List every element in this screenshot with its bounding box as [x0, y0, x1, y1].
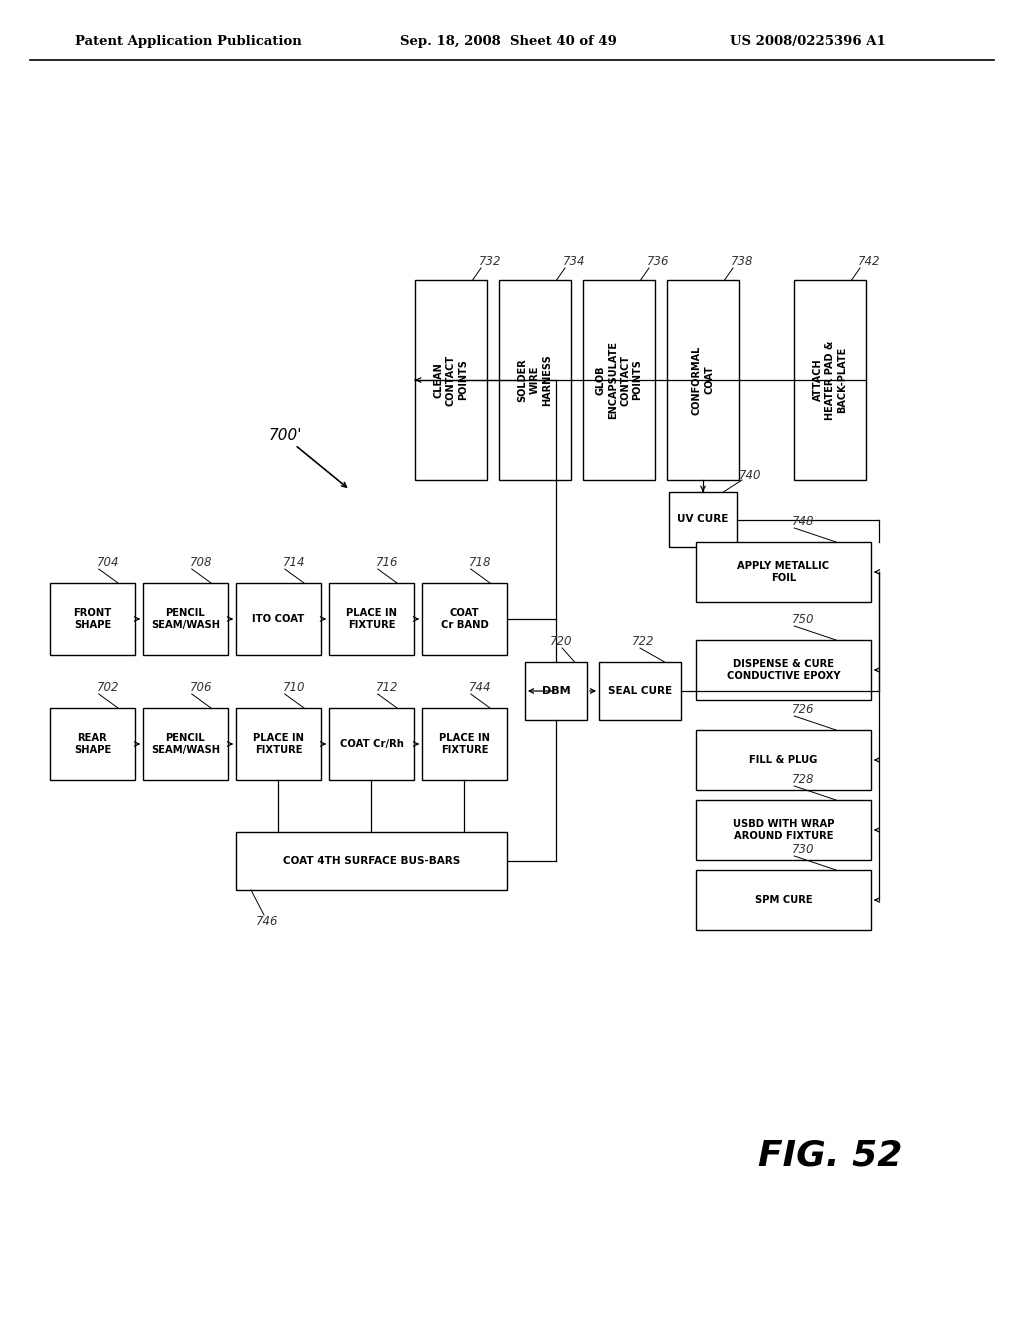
Bar [696, 800, 871, 861]
Text: DBM: DBM [542, 686, 570, 696]
Text: 736: 736 [647, 255, 670, 268]
Bar [143, 583, 228, 655]
Text: USBD WITH WRAP
AROUND FIXTURE: USBD WITH WRAP AROUND FIXTURE [733, 818, 835, 841]
Text: ITO COAT: ITO COAT [252, 614, 304, 624]
Text: 746: 746 [256, 915, 279, 928]
Bar [599, 663, 681, 719]
Text: 716: 716 [376, 556, 398, 569]
Bar [667, 280, 739, 480]
Text: DISPENSE & CURE
CONDUCTIVE EPOXY: DISPENSE & CURE CONDUCTIVE EPOXY [727, 659, 841, 681]
Text: SPM CURE: SPM CURE [755, 895, 812, 906]
Text: 704: 704 [96, 556, 119, 569]
Text: PLACE IN
FIXTURE: PLACE IN FIXTURE [253, 733, 304, 755]
Text: 730: 730 [793, 843, 815, 855]
Bar [422, 583, 507, 655]
Text: REAR
SHAPE: REAR SHAPE [74, 733, 112, 755]
Text: APPLY METALLIC
FOIL: APPLY METALLIC FOIL [737, 561, 829, 583]
Text: 732: 732 [479, 255, 502, 268]
Text: 710: 710 [283, 681, 305, 694]
Bar [696, 543, 871, 602]
Text: 720: 720 [550, 635, 572, 648]
Text: 712: 712 [376, 681, 398, 694]
Text: 734: 734 [563, 255, 586, 268]
Text: SOLDER
WIRE
HARNESS: SOLDER WIRE HARNESS [517, 354, 552, 405]
Text: 728: 728 [793, 774, 815, 785]
Text: PENCIL
SEAM/WASH: PENCIL SEAM/WASH [151, 733, 220, 755]
Text: 744: 744 [469, 681, 492, 694]
Text: 750: 750 [793, 612, 815, 626]
Text: 718: 718 [469, 556, 492, 569]
Text: CONFORMAL
COAT: CONFORMAL COAT [692, 346, 714, 414]
Bar [143, 708, 228, 780]
Text: FRONT
SHAPE: FRONT SHAPE [74, 607, 112, 630]
Bar [236, 708, 321, 780]
Text: PENCIL
SEAM/WASH: PENCIL SEAM/WASH [151, 607, 220, 630]
Text: UV CURE: UV CURE [677, 515, 729, 524]
Text: CLEAN
CONTACT
POINTS: CLEAN CONTACT POINTS [433, 355, 468, 405]
Bar [583, 280, 655, 480]
Text: 722: 722 [632, 635, 654, 648]
Text: 738: 738 [731, 255, 754, 268]
Text: FILL & PLUG: FILL & PLUG [750, 755, 818, 766]
Text: Sep. 18, 2008  Sheet 40 of 49: Sep. 18, 2008 Sheet 40 of 49 [400, 36, 616, 49]
Text: 706: 706 [189, 681, 212, 694]
Bar [415, 280, 487, 480]
Text: PLACE IN
FIXTURE: PLACE IN FIXTURE [439, 733, 490, 755]
Text: COAT
Cr BAND: COAT Cr BAND [440, 607, 488, 630]
Bar [236, 583, 321, 655]
Bar [696, 640, 871, 700]
Bar [696, 730, 871, 789]
Text: 742: 742 [858, 255, 881, 268]
Text: COAT Cr/Rh: COAT Cr/Rh [340, 739, 403, 748]
Text: 702: 702 [96, 681, 119, 694]
Bar [422, 708, 507, 780]
Text: 726: 726 [793, 704, 815, 715]
Text: ATTACH
HEATER PAD &
BACK-PLATE: ATTACH HEATER PAD & BACK-PLATE [813, 341, 848, 420]
Text: 748: 748 [793, 515, 815, 528]
Text: 708: 708 [189, 556, 212, 569]
Bar [236, 832, 507, 890]
Text: 740: 740 [739, 469, 762, 482]
Bar [499, 280, 571, 480]
Text: SEAL CURE: SEAL CURE [608, 686, 672, 696]
Bar [329, 583, 414, 655]
Text: GLOB
ENCAPSULATE
CONTACT
POINTS: GLOB ENCAPSULATE CONTACT POINTS [595, 341, 643, 418]
Text: FIG. 52: FIG. 52 [758, 1138, 902, 1172]
Text: 714: 714 [283, 556, 305, 569]
Bar [50, 583, 135, 655]
Text: 700': 700' [268, 428, 302, 442]
Bar [696, 870, 871, 931]
Bar [669, 492, 737, 546]
Text: US 2008/0225396 A1: US 2008/0225396 A1 [730, 36, 886, 49]
Bar [794, 280, 866, 480]
Bar [525, 663, 587, 719]
Text: PLACE IN
FIXTURE: PLACE IN FIXTURE [346, 607, 397, 630]
Text: Patent Application Publication: Patent Application Publication [75, 36, 302, 49]
Bar [329, 708, 414, 780]
Bar [50, 708, 135, 780]
Text: COAT 4TH SURFACE BUS-BARS: COAT 4TH SURFACE BUS-BARS [283, 855, 460, 866]
